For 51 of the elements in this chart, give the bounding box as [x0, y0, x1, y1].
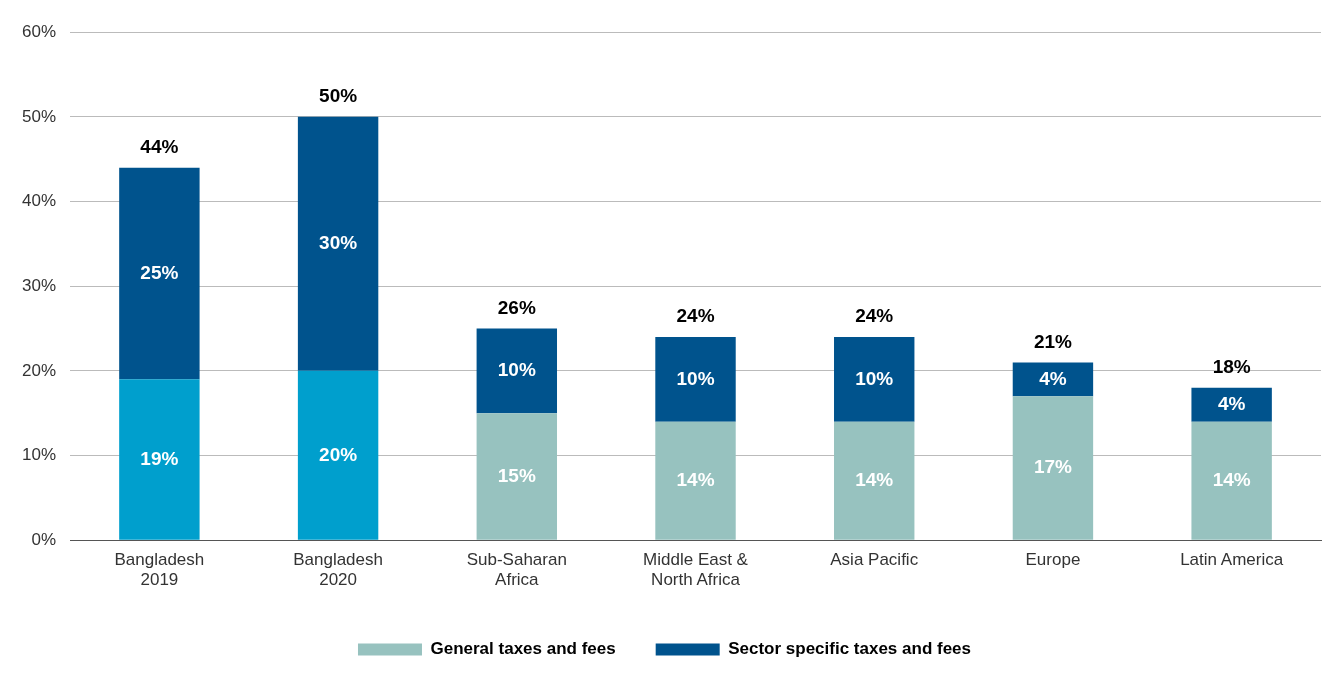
y-tick-label: 60% — [21, 21, 57, 41]
total-label: 21% — [1033, 330, 1073, 352]
total-label: 26% — [497, 296, 536, 318]
data-label: 25% — [140, 261, 179, 283]
x-tick-label: Europe — [1025, 550, 1081, 570]
data-label: 10% — [497, 359, 536, 381]
bar — [1191, 421, 1272, 540]
bar — [297, 370, 379, 540]
total-label: 18% — [1212, 356, 1251, 378]
bar — [297, 116, 379, 371]
total-label: 50% — [319, 85, 358, 107]
y-tick-label: 30% — [21, 275, 57, 295]
data-label: 30% — [319, 232, 358, 254]
x-tick-label: Asia Pacific — [830, 550, 919, 570]
bar — [834, 337, 915, 422]
x-tick-label: Bangladesh 2020 — [293, 550, 383, 590]
data-label: 10% — [676, 367, 715, 389]
y-tick-label: 20% — [21, 360, 57, 380]
data-label: 20% — [319, 443, 358, 465]
bar — [1012, 362, 1094, 397]
total-label: 44% — [140, 135, 179, 157]
bar — [655, 421, 736, 540]
y-tick-label: 0% — [31, 529, 57, 549]
bar — [834, 421, 915, 540]
x-tick-label: Bangladesh 2019 — [114, 550, 205, 590]
data-label: 15% — [497, 464, 536, 486]
x-tick-label: Latin America — [1180, 550, 1284, 570]
data-label: 14% — [676, 468, 715, 490]
legend-label: Sector specific taxes and fees — [728, 639, 972, 659]
x-tick-label: Sub-Saharan Africa — [466, 550, 567, 590]
bar — [655, 337, 736, 422]
bar — [476, 328, 558, 414]
total-label: 24% — [676, 305, 715, 327]
y-tick-label: 40% — [21, 191, 57, 211]
y-tick-label: 50% — [21, 106, 57, 126]
data-label: 10% — [855, 367, 894, 389]
data-label: 14% — [855, 468, 894, 490]
data-label: 4% — [1039, 367, 1067, 389]
data-label: 14% — [1212, 468, 1251, 490]
y-tick-label: 10% — [21, 445, 57, 465]
bar — [476, 413, 558, 540]
legend-label: General taxes and fees — [430, 639, 616, 659]
bar — [1191, 387, 1272, 422]
data-label: 4% — [1217, 392, 1246, 414]
x-tick-label: Middle East & North Africa — [643, 550, 749, 590]
data-label: 17% — [1033, 456, 1073, 478]
bar — [1012, 396, 1094, 540]
bar — [119, 379, 200, 540]
data-label: 19% — [140, 447, 179, 469]
total-label: 24% — [855, 305, 894, 327]
bar — [119, 167, 200, 380]
